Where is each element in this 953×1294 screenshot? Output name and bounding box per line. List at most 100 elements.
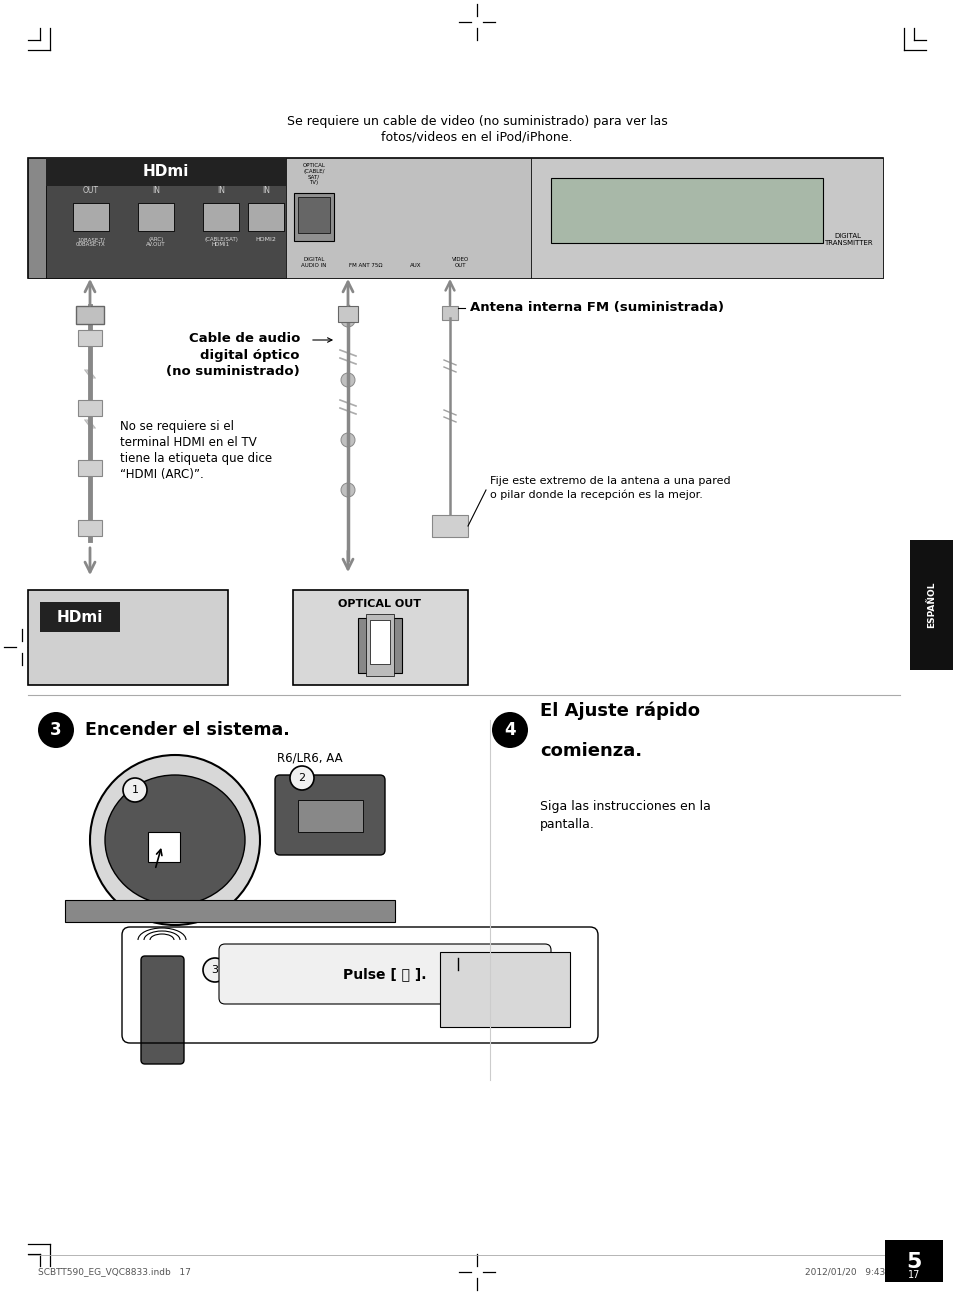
Bar [28,590,228,685]
Text: Siga las instrucciones en la
pantalla.: Siga las instrucciones en la pantalla. [539,800,710,831]
Bar [366,613,394,675]
Text: IN: IN [216,186,225,195]
Circle shape [392,201,416,225]
Circle shape [340,373,355,387]
Bar [78,330,102,345]
Circle shape [446,958,470,982]
Text: SCBTT590_EG_VQC8833.indb   17: SCBTT590_EG_VQC8833.indb 17 [38,1268,191,1276]
Bar [65,901,395,923]
Bar [498,961,515,976]
Text: 17: 17 [907,1269,920,1280]
Text: IN: IN [152,186,160,195]
Bar [293,590,468,685]
Text: ESPAÑOL: ESPAÑOL [926,582,936,629]
Text: VIDEO
OUT: VIDEO OUT [452,258,469,268]
Bar [909,540,953,670]
Text: 2012/01/20   9:43:14: 2012/01/20 9:43:14 [804,1268,899,1276]
Text: (CABLE/SAT)
HDMI1: (CABLE/SAT) HDMI1 [204,237,237,247]
Text: R6/LR6, AA: R6/LR6, AA [277,752,342,765]
Circle shape [203,958,227,982]
Bar [540,961,557,976]
Bar [370,620,390,664]
Circle shape [123,778,147,802]
Text: Encender el sistema.: Encender el sistema. [85,721,290,739]
Bar [248,203,284,232]
Text: DIGITAL
AUDIO IN: DIGITAL AUDIO IN [301,258,326,268]
Text: (ARC)
AV.OUT: (ARC) AV.OUT [146,237,166,247]
Bar [498,1002,515,1016]
Bar [498,982,515,996]
Text: HDmi: HDmi [57,609,103,625]
Bar [540,1002,557,1016]
Text: HDMI2: HDMI2 [255,237,276,242]
Bar [28,158,46,278]
Bar [78,459,102,476]
Text: 1: 1 [132,785,138,795]
Bar [78,400,102,415]
Text: El Ajuste rápido: El Ajuste rápido [539,701,700,719]
Polygon shape [148,832,180,862]
Bar [519,961,536,976]
Bar [884,1240,942,1282]
Text: AUX: AUX [410,263,421,268]
Bar [477,1002,494,1016]
Circle shape [352,202,379,230]
Text: No se requiere si el
terminal HDMI en el TV
tiene la etiqueta que dice
“HDMI (AR: No se requiere si el terminal HDMI en el… [120,421,272,481]
Bar [441,305,457,320]
Bar [297,197,330,233]
Text: HDmi: HDmi [143,164,189,180]
Bar [519,1002,536,1016]
FancyBboxPatch shape [141,956,184,1064]
Circle shape [340,483,355,497]
Bar [40,602,120,631]
Bar [138,203,173,232]
Polygon shape [76,207,106,226]
Text: Fije este extremo de la antena a una pared
o pilar donde la recepción es la mejo: Fije este extremo de la antena a una par… [490,476,730,499]
Circle shape [290,766,314,791]
Text: 10BASE-T/
00BASE-TX: 10BASE-T/ 00BASE-TX [76,237,106,247]
Bar [540,982,557,996]
Circle shape [340,433,355,446]
Circle shape [340,313,355,327]
Bar [432,515,468,537]
Text: comienza.: comienza. [539,741,641,760]
Polygon shape [251,207,281,226]
Circle shape [447,199,475,226]
Text: OPTICAL
(CABLE/
SAT/
TV): OPTICAL (CABLE/ SAT/ TV) [302,163,325,185]
Text: IN: IN [262,186,270,195]
Text: DIGITAL
TRANSMITTER: DIGITAL TRANSMITTER [822,233,871,246]
Bar [73,203,109,232]
Text: OUT: OUT [83,186,99,195]
Text: 5: 5 [905,1253,921,1272]
Bar [477,961,494,976]
Bar [477,982,494,996]
FancyBboxPatch shape [274,775,385,855]
Text: 2: 2 [298,773,305,783]
Bar [46,158,286,186]
Bar [286,158,531,278]
Bar [46,158,286,278]
Bar [439,952,569,1027]
Text: 3: 3 [212,965,218,974]
Ellipse shape [105,775,245,905]
Text: 4: 4 [503,721,516,739]
Text: 3: 3 [51,721,62,739]
Bar [551,179,822,243]
Bar [531,158,882,278]
Bar [203,203,239,232]
Circle shape [492,712,527,748]
Text: OPTICAL OUT: OPTICAL OUT [338,599,421,609]
Circle shape [414,201,437,225]
Polygon shape [141,207,171,226]
Circle shape [90,754,260,925]
Bar [357,619,401,673]
Text: Pulse [ ⏻ ].: Pulse [ ⏻ ]. [343,967,426,981]
Text: FM ANT 75Ω: FM ANT 75Ω [349,263,382,268]
FancyBboxPatch shape [219,945,551,1004]
Circle shape [38,712,74,748]
Bar [337,305,357,322]
Text: Antena interna FM (suministrada): Antena interna FM (suministrada) [470,302,723,314]
Bar [294,193,334,241]
Bar [78,520,102,536]
Bar [297,800,363,832]
